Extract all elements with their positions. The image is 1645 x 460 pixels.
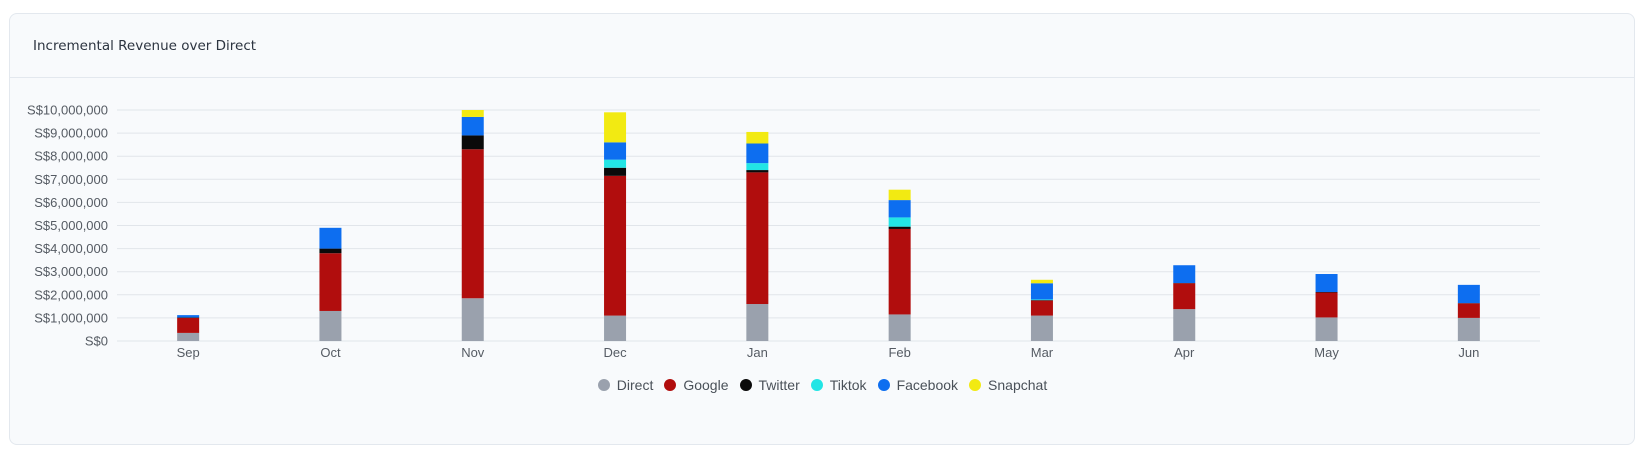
bar-twitter-jan[interactable] [746,170,769,173]
y-tick-label: S$9,000,000 [34,126,108,141]
bar-google-dec[interactable] [604,175,627,316]
bar-tiktok-mar[interactable] [1030,299,1053,301]
bar-direct-may[interactable] [1315,317,1338,341]
legend-label: Twitter [758,377,800,393]
bar-twitter-feb[interactable] [888,226,911,229]
x-tick-label: Sep [177,345,200,360]
bar-facebook-apr[interactable] [1173,265,1196,284]
bar-snapchat-dec[interactable] [604,112,627,143]
x-tick-label: Dec [603,345,627,360]
bar-google-jun[interactable] [1457,303,1480,318]
y-tick-label: S$1,000,000 [34,310,108,325]
bar-google-sep[interactable] [177,317,200,333]
bar-direct-apr[interactable] [1173,309,1196,341]
card-header: Incremental Revenue over Direct [10,14,1634,78]
legend-swatch [810,379,823,391]
bar-snapchat-nov[interactable] [461,110,484,117]
bar-facebook-oct[interactable] [319,227,342,249]
bar-facebook-sep[interactable] [177,315,200,318]
legend-item-tiktok[interactable]: Tiktok [810,377,867,393]
bar-direct-nov[interactable] [461,298,484,341]
bar-facebook-feb[interactable] [888,200,911,218]
legend-item-facebook[interactable]: Facebook [877,377,959,393]
x-tick-label: Apr [1174,345,1195,360]
bar-google-nov[interactable] [461,149,484,299]
legend-label: Snapchat [988,377,1048,393]
x-tick-label: Oct [320,345,341,360]
bar-tiktok-dec[interactable] [604,159,627,168]
y-tick-label: S$3,000,000 [34,264,108,279]
y-tick-label: S$2,000,000 [34,287,108,302]
legend-swatch [969,379,982,391]
bar-snapchat-mar[interactable] [1030,279,1053,284]
bar-facebook-jun[interactable] [1457,284,1480,304]
legend-label: Google [683,377,729,393]
y-tick-label: S$10,000,000 [27,103,108,118]
bar-snapchat-jan[interactable] [746,131,769,144]
legend-swatch [877,379,890,391]
legend-swatch [597,379,610,391]
bar-direct-dec[interactable] [604,315,627,341]
y-tick-label: S$7,000,000 [34,172,108,187]
x-tick-label: May [1314,345,1339,360]
bar-facebook-mar[interactable] [1030,283,1053,300]
y-tick-label: S$6,000,000 [34,195,108,210]
chart-card: Incremental Revenue over Direct [9,13,1635,445]
x-tick-label: Feb [888,345,910,360]
y-tick-label: S$4,000,000 [34,241,108,256]
bar-twitter-oct[interactable] [319,248,342,254]
x-tick-label: Jun [1458,345,1479,360]
bar-twitter-nov[interactable] [461,135,484,150]
bar-facebook-may[interactable] [1315,274,1338,293]
legend-item-twitter[interactable]: Twitter [739,377,800,393]
bar-google-may[interactable] [1315,292,1338,318]
bar-twitter-dec[interactable] [604,167,627,176]
y-tick-label: S$5,000,000 [34,218,108,233]
legend-item-snapchat[interactable]: Snapchat [969,377,1047,393]
legend-swatch [739,379,752,391]
bar-google-jan[interactable] [746,172,769,305]
chart-legend: Direct Google Twitter Tiktok Facebook Snapcha… [0,377,1645,393]
bar-direct-mar[interactable] [1030,315,1053,341]
bar-direct-jan[interactable] [746,304,769,341]
legend-label: Facebook [896,377,959,393]
bar-snapchat-feb[interactable] [888,189,911,201]
bar-google-oct[interactable] [319,253,342,311]
bar-google-apr[interactable] [1173,283,1196,310]
x-tick-label: Mar [1031,345,1054,360]
bar-facebook-nov[interactable] [461,116,484,136]
bar-facebook-dec[interactable] [604,142,627,160]
y-tick-label: S$0 [85,334,108,349]
legend-item-google[interactable]: Google [664,377,729,393]
bar-google-feb[interactable] [888,228,911,315]
legend-label: Tiktok [829,377,867,393]
chart-title: Incremental Revenue over Direct [33,38,257,54]
bar-direct-jun[interactable] [1457,317,1480,341]
bar-tiktok-feb[interactable] [888,217,911,227]
legend-swatch [664,379,677,391]
bar-google-mar[interactable] [1030,300,1053,316]
x-tick-label: Jan [747,345,768,360]
bar-direct-oct[interactable] [319,310,342,341]
bar-tiktok-jan[interactable] [746,163,769,171]
bar-direct-feb[interactable] [888,314,911,341]
x-tick-label: Nov [461,345,485,360]
legend-item-direct[interactable]: Direct [597,377,654,393]
bar-facebook-jan[interactable] [746,143,769,164]
bar-direct-sep[interactable] [177,332,200,341]
y-tick-label: S$8,000,000 [34,149,108,164]
legend-label: Direct [616,377,654,393]
